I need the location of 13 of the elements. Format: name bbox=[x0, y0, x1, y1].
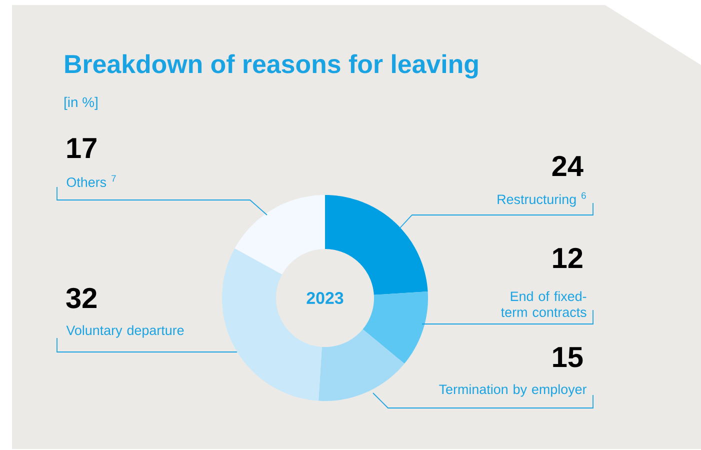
data-label: 15 bbox=[553, 347, 583, 368]
slice-label: End of fixed-term contracts bbox=[501, 291, 586, 318]
slice-label: Restructuring $^{6}$ bbox=[498, 192, 586, 207]
data-label: 32 bbox=[66, 288, 96, 308]
chart-subtitle: [in %] bbox=[64, 96, 98, 110]
text: 2023 bbox=[306, 292, 344, 304]
slice-label: Voluntary departure bbox=[66, 325, 184, 338]
data-label: 12 bbox=[553, 248, 582, 268]
slice-label: Termination by employer bbox=[439, 384, 587, 397]
data-label: 24 bbox=[552, 156, 584, 176]
chart-title: Breakdown of reasons for leaving bbox=[65, 54, 478, 78]
slice-label: Others $^{7}$ bbox=[66, 175, 116, 188]
data-label: 17 bbox=[67, 138, 96, 158]
